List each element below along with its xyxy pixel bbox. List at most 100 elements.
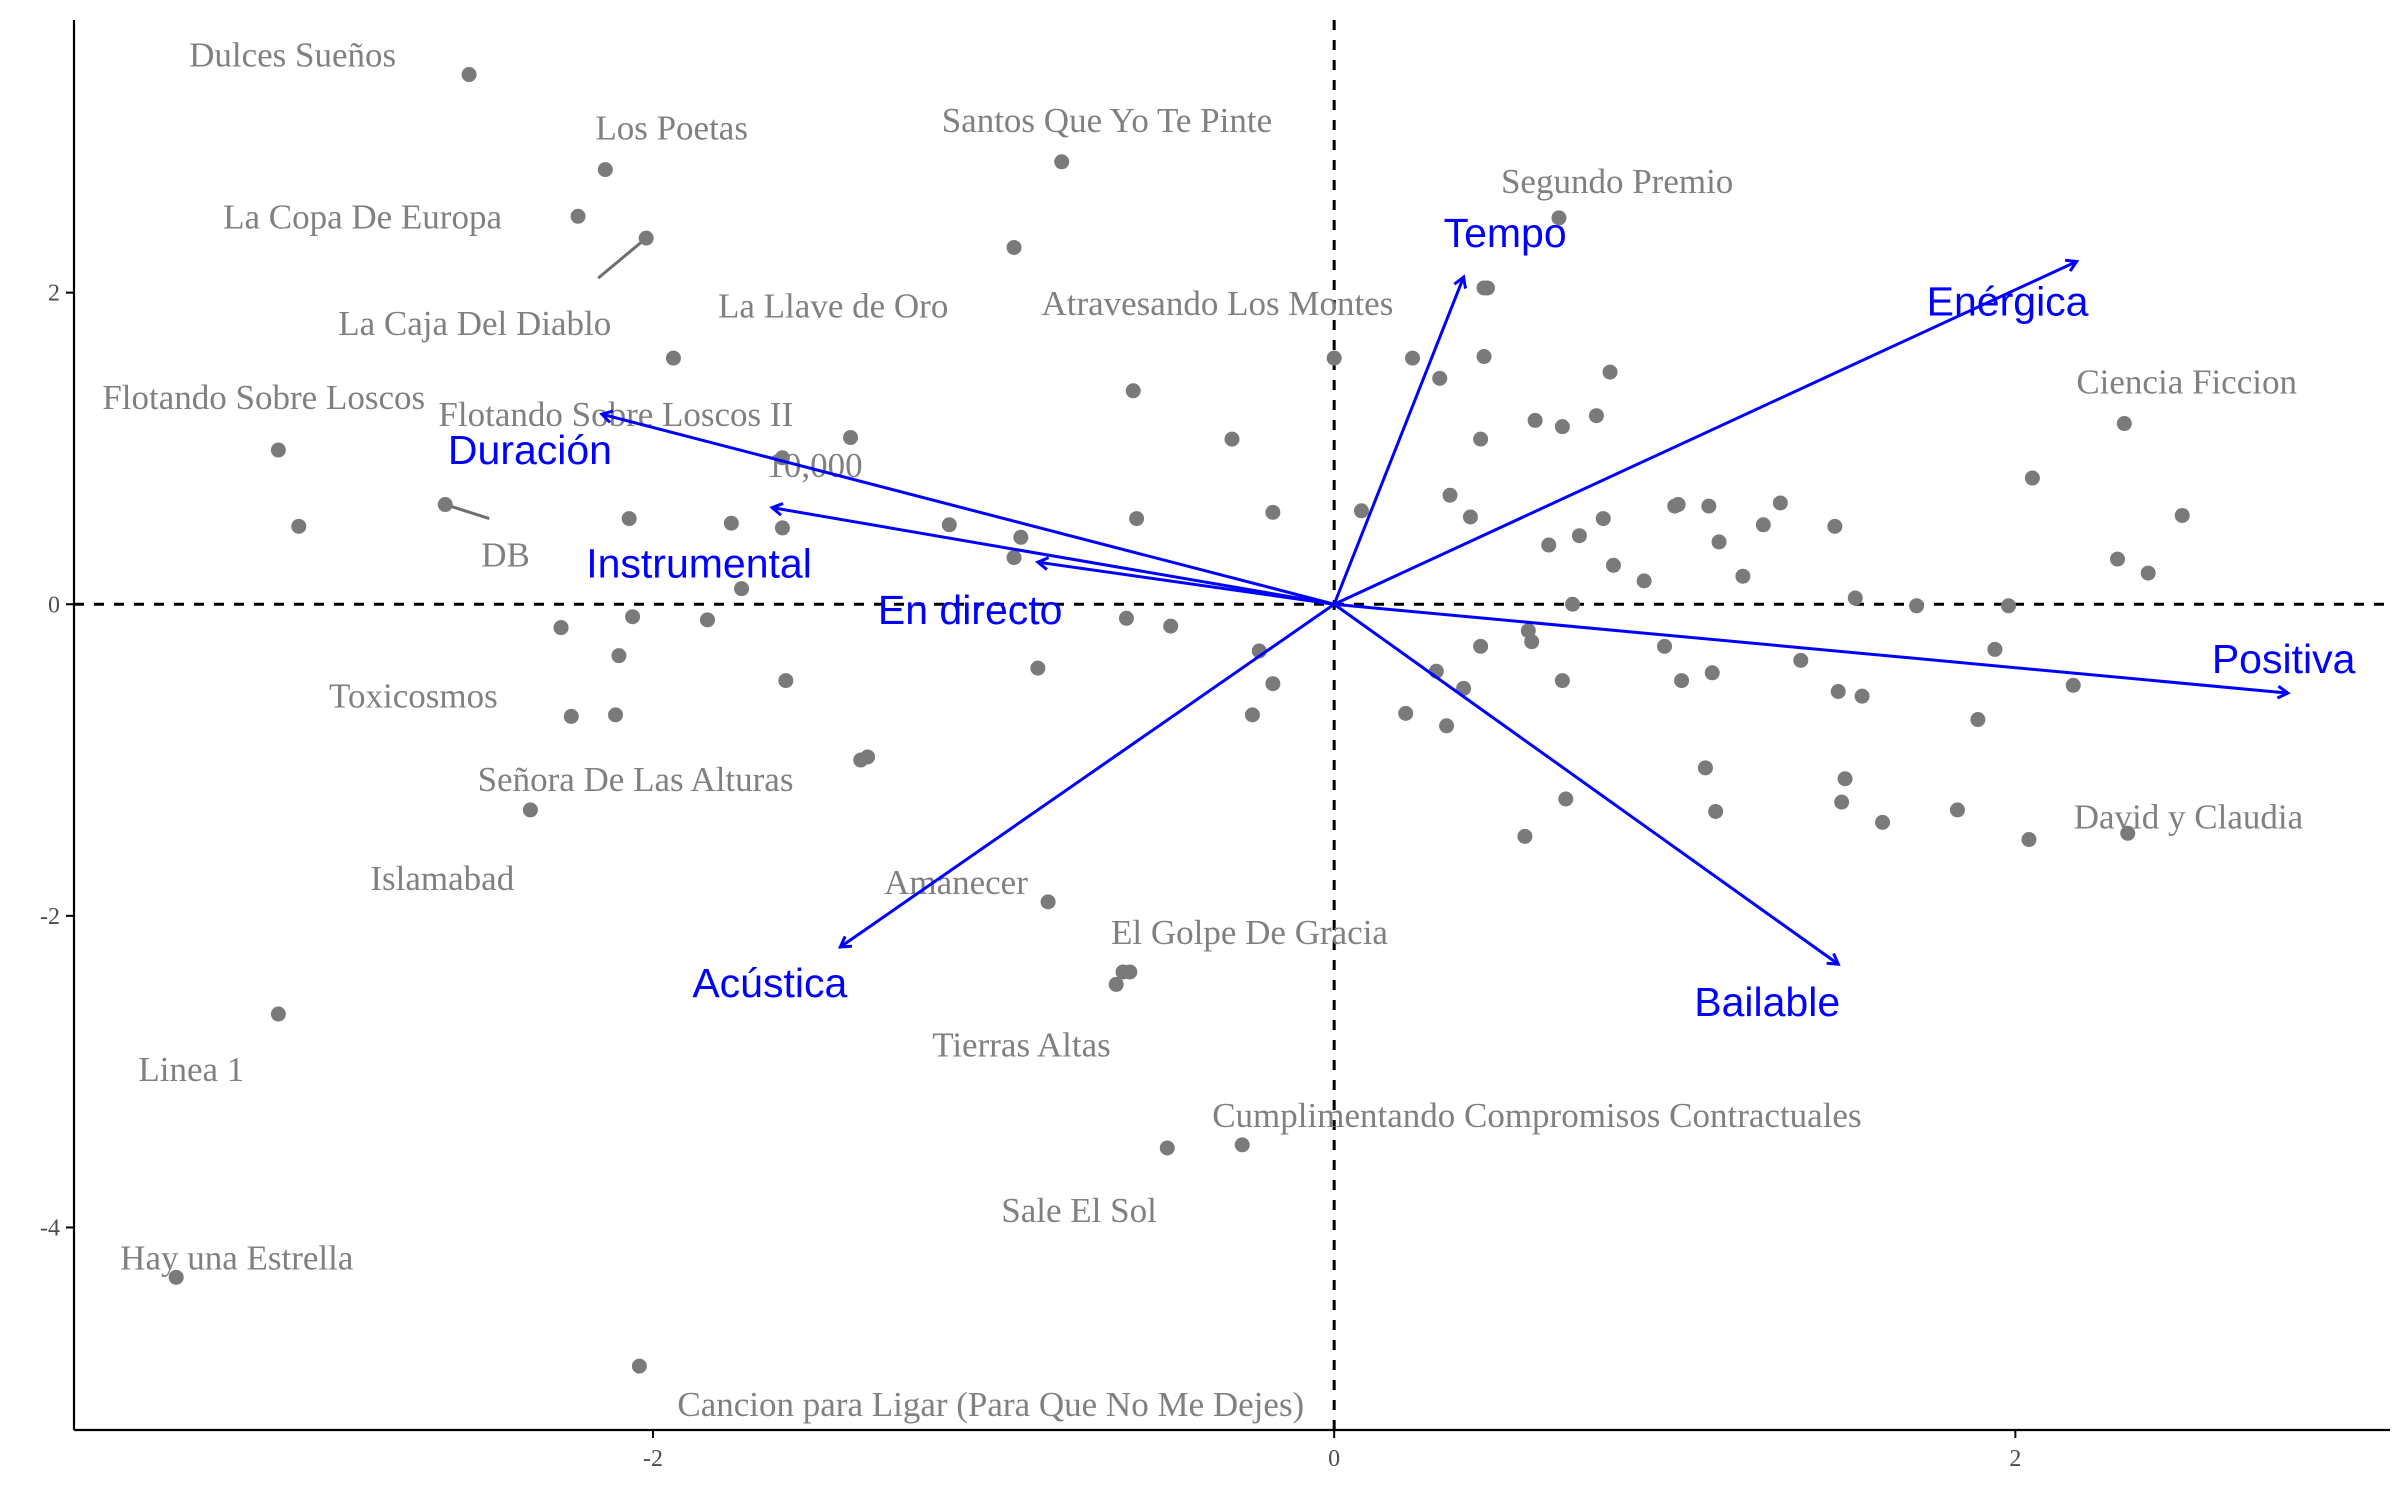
point-label: Ciencia Ficcion [2076,363,2297,402]
label-leaders [444,236,648,520]
labeled-data-point [2116,416,2132,432]
data-point [1265,676,1281,692]
labeled-data-point [2120,825,2136,841]
data-point [621,511,637,527]
data-point [1636,573,1652,589]
data-point [1125,383,1141,399]
loading-arrow [1333,261,2076,606]
data-point [1473,431,1489,447]
data-point [1704,665,1720,681]
data-point [1827,518,1843,534]
data-point [2024,470,2040,486]
data-point [625,609,641,625]
labeled-data-point [1006,239,1022,255]
data-point [2065,677,2081,693]
data-point [1129,511,1145,527]
data-point [723,515,739,531]
loading-arrow [1334,602,2288,693]
data-point [1701,498,1717,514]
data-point [2174,507,2190,523]
labeled-data-point [461,67,477,83]
labeled-data-point [638,230,654,246]
point-label: Flotando Sobre Loscos [102,378,425,417]
data-point [1524,634,1540,650]
labeled-data-point [553,620,569,636]
data-point [1432,370,1448,386]
data-point [941,517,957,533]
labeled-data-point [570,208,586,224]
data-point [1541,537,1557,553]
data-point [699,612,715,628]
data-point [1987,641,2003,657]
labeled-data-point [1115,964,1131,980]
labeled-data-point [270,442,286,458]
data-point [1949,802,1965,818]
data-point [1326,350,1342,366]
loading-arrow-label: Enérgica [1927,278,2089,324]
point-labels-layer: Dulces Sueños Los Poetas La Copa De Europa… [102,36,2303,1425]
data-point [608,707,624,723]
loading-arrow-label: Duración [448,427,612,473]
data-point [563,708,579,724]
data-point [1711,534,1727,550]
point-label: Señora De Las Alturas [478,760,794,799]
labeled-data-point [437,497,453,513]
point-label: Dulces Sueños [189,36,396,75]
data-point [1834,794,1850,810]
data-point [1405,350,1421,366]
points-layer [168,67,2190,1374]
data-point [1517,828,1533,844]
labeled-data-point [168,1269,184,1285]
data-point [2001,598,2017,614]
data-point [1565,596,1581,612]
labeled-data-point [1159,1140,1175,1156]
data-point [1602,364,1618,380]
point-label: Toxicosmos [329,677,498,716]
labeled-data-point [1234,1137,1250,1153]
loading-arrow-label: Bailable [1694,979,1840,1025]
loading-arrow [1332,277,1463,605]
point-label: Linea 1 [138,1050,244,1089]
labeled-data-point [860,749,876,765]
labeled-data-point [1040,894,1056,910]
point-label: Cumplimentando Compromisos Contractuales [1212,1096,1861,1135]
data-point [1554,673,1570,689]
data-point [1442,487,1458,503]
loading-arrow-label: Acústica [692,960,847,1006]
loading-arrow-label: Positiva [2212,636,2356,682]
data-point [1837,771,1853,787]
point-label: David y Claudia [2074,797,2304,836]
data-point [1657,638,1673,654]
label-leader-line [597,236,648,280]
data-point [1670,497,1686,513]
data-point [1006,550,1022,566]
data-point [2021,832,2037,848]
point-label: Amanecer [884,863,1028,902]
data-point [774,520,790,536]
loading-arrow [602,414,1335,606]
data-point [1875,814,1891,830]
labeled-data-point [270,1006,286,1022]
data-point [1554,419,1570,435]
loading-arrow [1038,562,1335,606]
y-tick-label: 2 [48,281,60,307]
data-point [1708,803,1724,819]
loading-arrow-label: Tempo [1444,210,1567,256]
data-point [778,673,794,689]
label-leader-line [444,503,490,520]
point-label: El Golpe De Gracia [1111,913,1388,952]
data-point [1013,529,1029,545]
point-label: Segundo Premio [1501,162,1733,201]
data-point [2140,565,2156,581]
point-label: DB [481,536,530,575]
labeled-data-point [597,162,613,178]
data-point [1118,610,1134,626]
data-point [1735,568,1751,584]
data-point [1571,528,1587,544]
data-point [1030,660,1046,676]
point-label: La Caja Del Diablo [338,304,611,343]
axes: -2 0 2 -4 -2 0 2 [40,20,2390,1472]
point-label: Flotando Sobre Loscos II [438,395,793,434]
data-point [1527,412,1543,428]
